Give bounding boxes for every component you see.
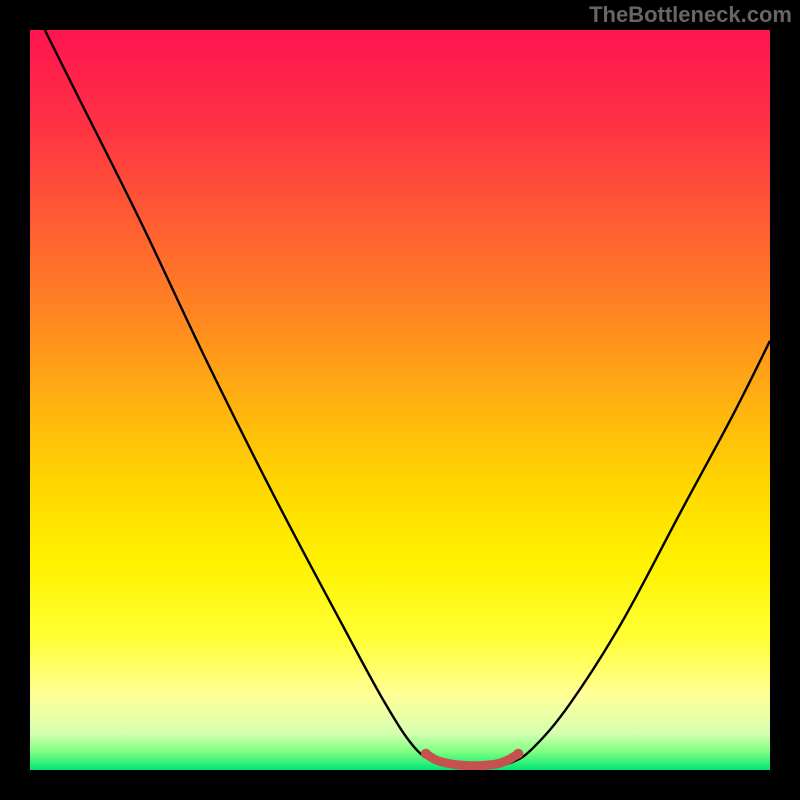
curve-layer bbox=[30, 30, 770, 770]
watermark-text: TheBottleneck.com bbox=[589, 2, 792, 28]
trough-start-dot bbox=[421, 749, 431, 759]
trough-end-dot bbox=[513, 749, 523, 759]
plot-area bbox=[30, 30, 770, 770]
trough-marker bbox=[426, 754, 519, 766]
chart-stage: TheBottleneck.com bbox=[0, 0, 800, 800]
bottleneck-curve bbox=[45, 30, 770, 767]
